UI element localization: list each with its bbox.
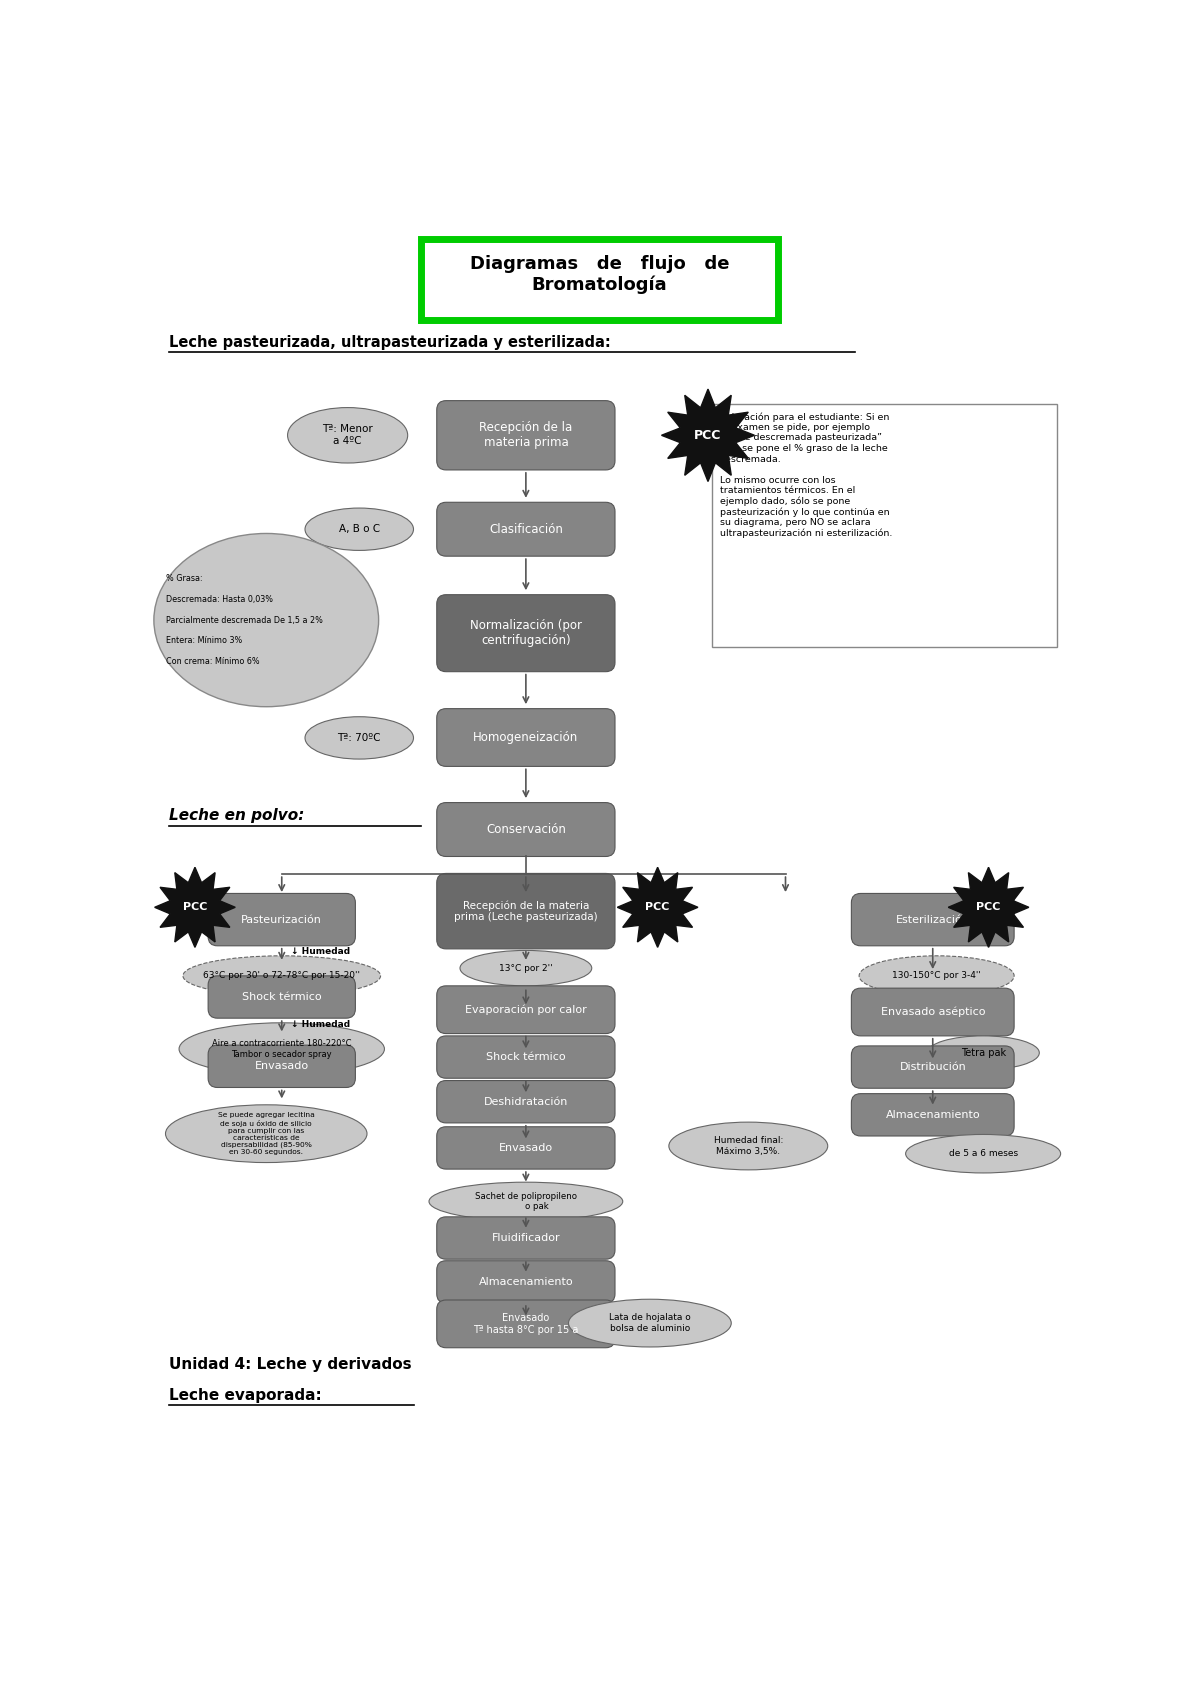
- Text: Unidad 4: Leche y derivados: Unidad 4: Leche y derivados: [169, 1357, 412, 1372]
- Text: Homogeneización: Homogeneización: [473, 731, 578, 745]
- FancyBboxPatch shape: [437, 1301, 616, 1348]
- Text: Aclaración para el estudiante: Si en
el examen se pide, por ejemplo
“leche descr: Aclaración para el estudiante: Si en el …: [720, 412, 892, 539]
- Ellipse shape: [166, 1104, 367, 1162]
- Text: Aire a contracorriente 180-220°C
Tambor o secador spray: Aire a contracorriente 180-220°C Tambor …: [212, 1040, 352, 1058]
- Text: Shock térmico: Shock térmico: [486, 1052, 565, 1062]
- FancyBboxPatch shape: [437, 400, 616, 470]
- FancyBboxPatch shape: [437, 985, 616, 1033]
- Text: Diagramas   de   flujo   de
Bromatología: Diagramas de flujo de Bromatología: [469, 254, 730, 295]
- Ellipse shape: [182, 957, 380, 996]
- Polygon shape: [155, 867, 235, 948]
- Text: A, B o C: A, B o C: [338, 524, 380, 534]
- Text: Normalización (por
centrifugación): Normalización (por centrifugación): [470, 619, 582, 648]
- FancyBboxPatch shape: [437, 1036, 616, 1079]
- FancyBboxPatch shape: [208, 1045, 355, 1087]
- Text: PCC: PCC: [182, 902, 208, 912]
- Text: Leche evaporada:: Leche evaporada:: [169, 1387, 322, 1403]
- Ellipse shape: [305, 717, 414, 760]
- Text: Almacenamiento: Almacenamiento: [886, 1109, 980, 1119]
- FancyBboxPatch shape: [851, 894, 1014, 946]
- Text: de 5 a 6 meses: de 5 a 6 meses: [948, 1150, 1018, 1158]
- Text: ↓ Humedad: ↓ Humedad: [292, 948, 350, 957]
- Text: PCC: PCC: [646, 902, 670, 912]
- Text: Tª: 70ºC: Tª: 70ºC: [337, 733, 382, 743]
- Ellipse shape: [154, 534, 379, 707]
- Text: Recepción de la materia
prima (Leche pasteurizada): Recepción de la materia prima (Leche pas…: [454, 901, 598, 923]
- Text: Tª: Menor
a 4ºC: Tª: Menor a 4ºC: [323, 424, 373, 446]
- Text: Tetra pak: Tetra pak: [960, 1048, 1006, 1058]
- Text: Almacenamiento: Almacenamiento: [479, 1277, 574, 1287]
- FancyBboxPatch shape: [421, 239, 778, 321]
- Text: Humedad final:
Máximo 3,5%.: Humedad final: Máximo 3,5%.: [714, 1136, 782, 1155]
- Text: Clasificación: Clasificación: [488, 522, 563, 536]
- Text: PCC: PCC: [977, 902, 1001, 912]
- Text: 130-150°C por 3-4'': 130-150°C por 3-4'': [892, 972, 982, 980]
- FancyBboxPatch shape: [437, 1216, 616, 1258]
- Ellipse shape: [906, 1135, 1061, 1174]
- Text: Envasado aséptico: Envasado aséptico: [881, 1007, 985, 1018]
- Ellipse shape: [430, 1182, 623, 1221]
- Text: Deshidratación: Deshidratación: [484, 1097, 568, 1107]
- FancyBboxPatch shape: [851, 1094, 1014, 1136]
- Text: Envasado: Envasado: [254, 1062, 308, 1072]
- Polygon shape: [661, 388, 755, 482]
- Text: 13°C por 2'': 13°C por 2'': [499, 963, 553, 972]
- FancyBboxPatch shape: [437, 1126, 616, 1169]
- FancyBboxPatch shape: [208, 894, 355, 946]
- Text: Envasado
Tª hasta 8°C por 15 a: Envasado Tª hasta 8°C por 15 a: [473, 1313, 578, 1335]
- Text: Recepción de la
materia prima: Recepción de la materia prima: [479, 421, 572, 449]
- Text: Se puede agregar lecitina
de soja u óxido de silicio
para cumplir con las
caract: Se puede agregar lecitina de soja u óxid…: [218, 1113, 314, 1155]
- Ellipse shape: [288, 407, 408, 463]
- Ellipse shape: [569, 1299, 731, 1347]
- Ellipse shape: [460, 950, 592, 985]
- Ellipse shape: [668, 1123, 828, 1170]
- Text: Envasado: Envasado: [499, 1143, 553, 1153]
- FancyBboxPatch shape: [437, 873, 616, 948]
- FancyBboxPatch shape: [437, 1260, 616, 1303]
- FancyBboxPatch shape: [437, 502, 616, 556]
- Text: Shock térmico: Shock térmico: [242, 992, 322, 1002]
- FancyBboxPatch shape: [437, 709, 616, 767]
- FancyBboxPatch shape: [437, 802, 616, 856]
- Text: Esterilización: Esterilización: [896, 914, 970, 924]
- Ellipse shape: [179, 1023, 384, 1075]
- Text: Pasteurización: Pasteurización: [241, 914, 322, 924]
- Text: Distribución: Distribución: [899, 1062, 966, 1072]
- FancyBboxPatch shape: [208, 975, 355, 1018]
- Text: Conservación: Conservación: [486, 823, 566, 836]
- Text: Sachet de polipropileno
        o pak: Sachet de polipropileno o pak: [475, 1192, 577, 1211]
- Text: Leche en polvo:: Leche en polvo:: [169, 809, 305, 823]
- Text: ↓ Humedad: ↓ Humedad: [292, 1019, 350, 1029]
- Text: PCC: PCC: [695, 429, 721, 441]
- Text: Evaporación por calor: Evaporación por calor: [466, 1004, 587, 1014]
- FancyBboxPatch shape: [437, 1080, 616, 1123]
- Text: Fluidificador: Fluidificador: [492, 1233, 560, 1243]
- Ellipse shape: [305, 509, 414, 551]
- Text: 63°C por 30' o 72-78°C por 15-20'': 63°C por 30' o 72-78°C por 15-20'': [203, 972, 360, 980]
- Polygon shape: [617, 867, 698, 948]
- Text: % Grasa:

Descremada: Hasta 0,03%

Parcialmente descremada De 1,5 a 2%

Entera: : % Grasa: Descremada: Hasta 0,03% Parcial…: [166, 573, 323, 667]
- FancyBboxPatch shape: [437, 595, 616, 672]
- Ellipse shape: [859, 957, 1014, 996]
- Text: Lata de hojalata o
bolsa de aluminio: Lata de hojalata o bolsa de aluminio: [610, 1313, 691, 1333]
- Text: Leche pasteurizada, ultrapasteurizada y esterilizada:: Leche pasteurizada, ultrapasteurizada y …: [169, 334, 611, 349]
- FancyBboxPatch shape: [851, 989, 1014, 1036]
- Ellipse shape: [926, 1036, 1039, 1070]
- FancyBboxPatch shape: [712, 404, 1057, 648]
- Polygon shape: [948, 867, 1028, 948]
- FancyBboxPatch shape: [851, 1046, 1014, 1089]
